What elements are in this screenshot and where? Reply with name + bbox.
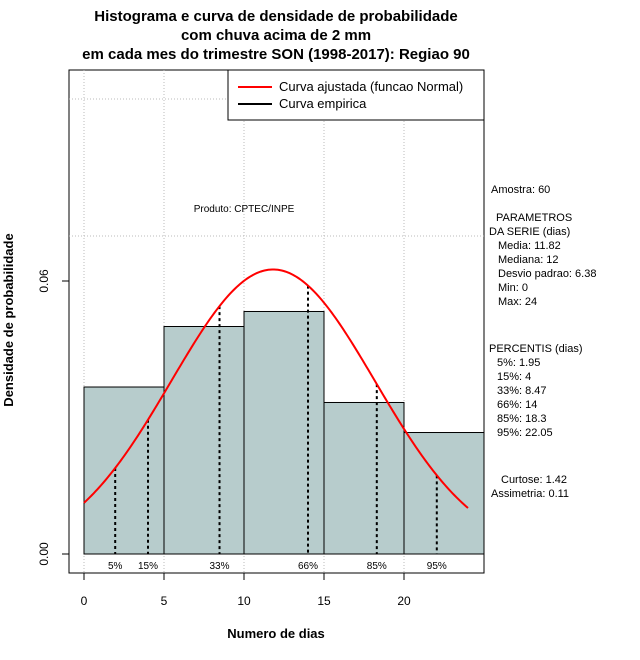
fitted-normal-curve (83, 268, 469, 509)
histogram-bar-3 (323, 401, 405, 555)
product-label: Produto: CPTEC/INPE (194, 204, 295, 215)
legend-empirical-label: Curva empirica (279, 96, 367, 111)
params-header-1: PARAMETROS (496, 212, 572, 224)
param-max: Max: 24 (498, 296, 537, 308)
param-min: Min: 0 (498, 282, 528, 294)
percentile-label-0: 5% (108, 561, 123, 572)
y-tick-label-1: 0.06 (37, 269, 51, 293)
param-desvio: Desvio padrao: 6.38 (498, 268, 596, 280)
fitted-curve (83, 268, 469, 509)
y-tick-label-0: 0.00 (37, 542, 51, 566)
legend: Curva ajustada (funcao Normal) Curva emp… (227, 69, 485, 121)
percentile-label-5: 95% (427, 561, 447, 572)
x-tick-label-0: 0 (81, 594, 88, 608)
x-tick-label-5: 5 (161, 594, 168, 608)
percentil-15: 15%: 4 (497, 371, 531, 383)
title-line-1: Histograma e curva de densidade de proba… (94, 8, 457, 25)
chart-title: Histograma e curva de densidade de proba… (82, 8, 470, 63)
percentil-95: 95%: 22.05 (497, 427, 553, 439)
sample-size: Amostra: 60 (491, 184, 550, 196)
params-header-2: DA SERIE (dias) (489, 226, 570, 238)
x-tick-label-20: 20 (397, 594, 411, 608)
legend-fitted-label: Curva ajustada (funcao Normal) (279, 79, 463, 94)
histogram-bars (83, 310, 485, 555)
percentil-66: 66%: 14 (497, 399, 537, 411)
stats-panel: Amostra: 60 PARAMETROS DA SERIE (dias) M… (489, 184, 596, 500)
percentile-label-2: 33% (210, 561, 230, 572)
assimetria: Assimetria: 0.11 (491, 488, 569, 500)
title-line-2: com chuva acima de 2 mm (181, 27, 371, 44)
x-axis: 0 5 10 15 20 (81, 572, 411, 608)
percentile-label-4: 85% (367, 561, 387, 572)
title-line-3: em cada mes do trimestre SON (1998-2017)… (82, 46, 470, 63)
percentile-label-1: 15% (138, 561, 158, 572)
x-tick-label-15: 15 (317, 594, 331, 608)
y-axis: 0.00 0.06 (37, 269, 70, 566)
percentile-lines: 5% 15% 33% 66% 85% 95% (108, 285, 447, 572)
histogram-bar-2 (243, 310, 325, 555)
histogram-bar-1 (163, 326, 245, 555)
percentis-header: PERCENTIS (dias) (489, 343, 583, 355)
percentil-5: 5%: 1.95 (497, 357, 540, 369)
x-axis-title: Numero de dias (227, 626, 325, 641)
curtose: Curtose: 1.42 (501, 474, 567, 486)
x-tick-label-10: 10 (237, 594, 251, 608)
y-axis-title: Densidade de probabilidade (1, 233, 16, 406)
param-mediana: Mediana: 12 (498, 254, 559, 266)
param-media: Media: 11.82 (498, 240, 561, 252)
legend-box (227, 69, 485, 121)
percentil-85: 85%: 18.3 (497, 413, 547, 425)
percentile-label-3: 66% (298, 561, 318, 572)
percentil-33: 33%: 8.47 (497, 385, 547, 397)
histogram-bar-4 (403, 432, 485, 555)
